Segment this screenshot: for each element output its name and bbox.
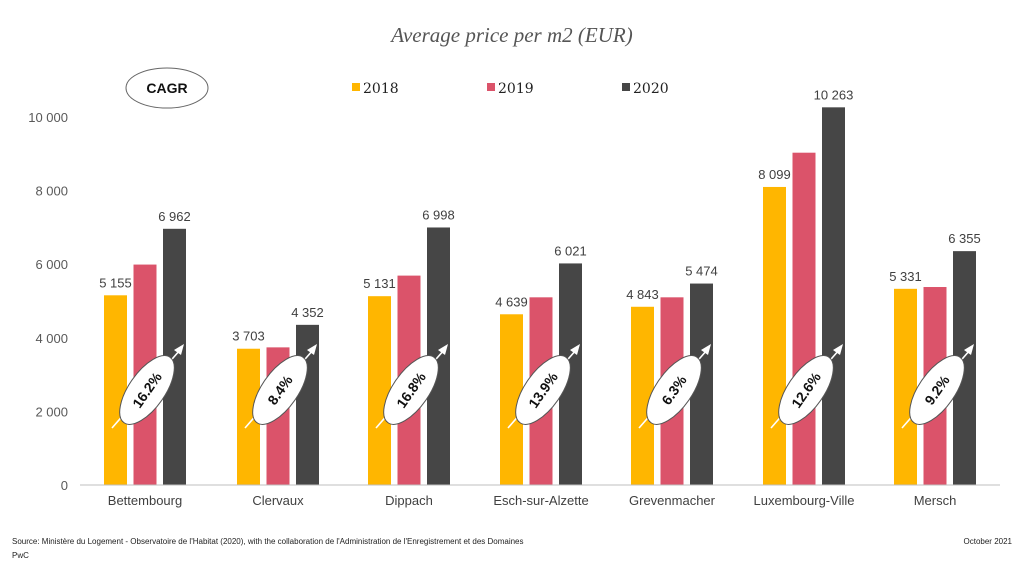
cagr-badge: 13.9% (507, 344, 580, 429)
source-note: Source: Ministère du Logement - Observat… (12, 537, 524, 546)
author-note: PwC (12, 551, 29, 560)
y-axis: 0 2 000 4 000 6 000 8 000 10 000 (28, 110, 68, 493)
data-label-2020: 6 021 (554, 243, 587, 258)
legend-label-2019: 2019 (498, 81, 534, 97)
bar-2018 (104, 295, 127, 485)
y-tick-label: 8 000 (35, 184, 68, 199)
bar-2018 (368, 296, 391, 485)
x-tick-label: Esch-sur-Alzette (493, 493, 588, 508)
legend-swatch-2019 (487, 83, 495, 91)
y-tick-label: 0 (61, 478, 68, 493)
data-label-2020: 6 998 (422, 207, 455, 222)
x-tick-label: Bettembourg (108, 493, 182, 508)
bar-2020 (690, 283, 713, 485)
data-label-2018: 4 843 (626, 287, 659, 302)
category-group: 8 099 10 263 Luxembourg-Ville 12.6% (754, 87, 855, 508)
cagr-badge: 8.4% (244, 344, 317, 429)
arrow-head-icon (438, 344, 448, 355)
x-tick-label: Grevenmacher (629, 493, 716, 508)
data-label-2018: 5 331 (889, 269, 922, 284)
cagr-legend-label: CAGR (146, 80, 187, 96)
y-tick-label: 4 000 (35, 331, 68, 346)
bar-2020 (822, 107, 845, 486)
arrow-head-icon (964, 344, 974, 355)
bars: 5 155 6 962 Bettembourg 16.2% 3 703 4 352 Cler… (99, 87, 981, 508)
legend-label-2020: 2020 (633, 81, 669, 97)
data-label-2018: 4 639 (495, 294, 528, 309)
legend: 2018 2019 2020 (352, 81, 669, 97)
bar-2018 (237, 348, 260, 485)
category-group: 5 131 6 998 Dippach 16.8% (363, 207, 455, 508)
legend-label-2018: 2018 (363, 81, 399, 97)
arrow-head-icon (307, 344, 317, 355)
cagr-badge: 16.8% (375, 344, 448, 429)
legend-swatch-2018 (352, 83, 360, 91)
x-tick-label: Dippach (385, 493, 433, 508)
cagr-badge: 6.3% (638, 344, 711, 429)
x-tick-label: Mersch (914, 493, 957, 508)
x-tick-label: Luxembourg-Ville (754, 493, 855, 508)
arrow-head-icon (570, 344, 580, 355)
category-group: 5 331 6 355 Mersch 9.2% (889, 231, 981, 508)
data-label-2018: 5 155 (99, 275, 132, 290)
bar-2018 (500, 314, 523, 485)
arrow-head-icon (701, 344, 711, 355)
bar-2018 (631, 306, 654, 485)
bar-2018 (763, 186, 786, 486)
category-group: 4 639 6 021 Esch-sur-Alzette 13.9% (493, 243, 588, 508)
data-label-2020: 10 263 (814, 87, 854, 102)
y-tick-label: 2 000 (35, 404, 68, 419)
arrow-head-icon (174, 344, 184, 355)
cagr-badge: 16.2% (111, 344, 184, 429)
y-tick-label: 6 000 (35, 257, 68, 272)
data-label-2018: 8 099 (758, 167, 791, 182)
chart-title: Average price per m2 (EUR) (389, 23, 632, 47)
data-label-2020: 5 474 (685, 264, 718, 279)
data-label-2018: 5 131 (363, 276, 396, 291)
legend-swatch-2020 (622, 83, 630, 91)
data-label-2020: 6 962 (158, 209, 191, 224)
category-group: 4 843 5 474 Grevenmacher 6.3% (626, 264, 718, 508)
date-note: October 2021 (963, 537, 1012, 546)
data-label-2020: 6 355 (948, 231, 981, 246)
y-tick-label: 10 000 (28, 110, 68, 125)
bar-2020 (559, 263, 582, 485)
data-label-2018: 3 703 (232, 329, 265, 344)
bar-2019 (792, 152, 816, 486)
cagr-badge: 9.2% (901, 344, 974, 429)
data-label-2020: 4 352 (291, 305, 324, 320)
bar-2018 (894, 288, 917, 485)
cagr-legend: CAGR (125, 67, 209, 109)
category-group: 5 155 6 962 Bettembourg 16.2% (99, 209, 191, 508)
arrow-head-icon (833, 344, 843, 355)
cagr-badge: 12.6% (770, 344, 843, 429)
x-tick-label: Clervaux (252, 493, 304, 508)
category-group: 3 703 4 352 Clervaux 8.4% (232, 305, 324, 508)
